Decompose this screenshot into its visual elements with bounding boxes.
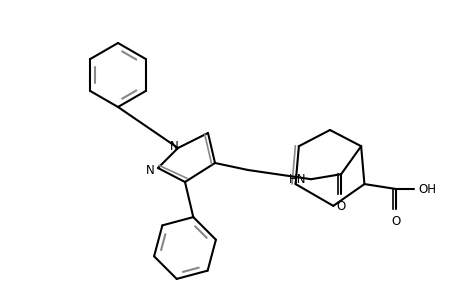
Text: N: N [169,140,178,152]
Text: OH: OH [418,183,436,196]
Text: O: O [391,215,400,228]
Text: O: O [336,200,345,213]
Text: N: N [146,164,154,176]
Text: HN: HN [288,173,305,186]
